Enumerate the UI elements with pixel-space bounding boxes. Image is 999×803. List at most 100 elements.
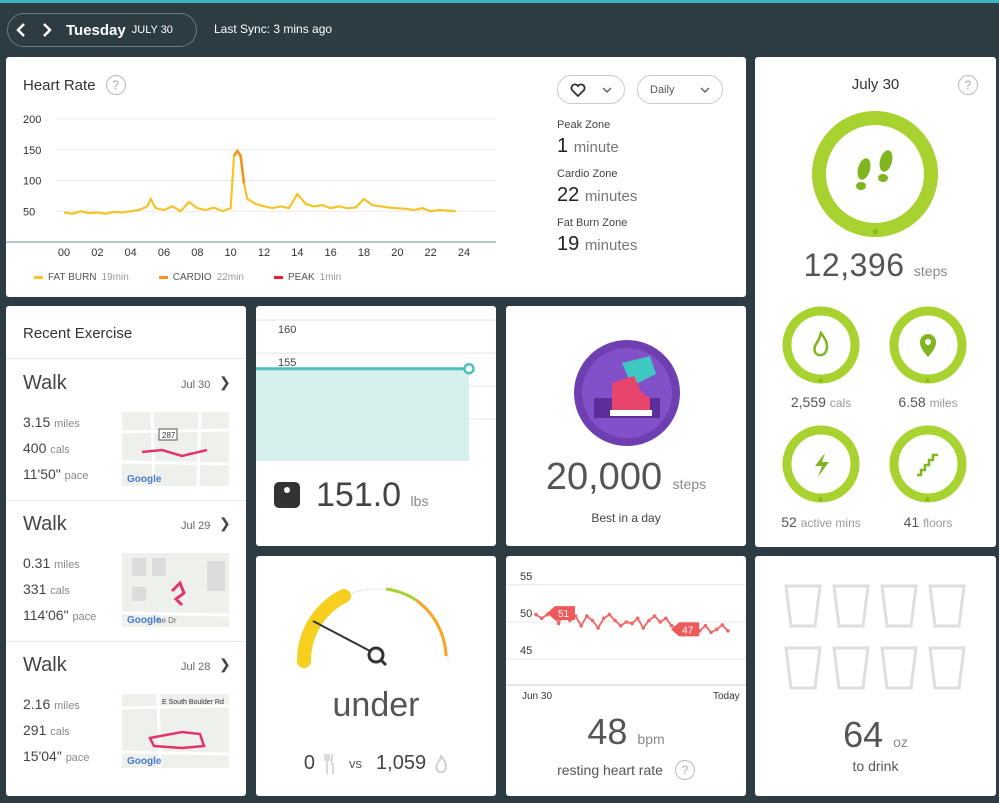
calories-burned: 1,059 xyxy=(376,752,427,774)
resting-heart-rate-tile[interactable]: 55 50 45 51 47 Jun 30 Today 48 bpm resting … xyxy=(506,556,746,796)
steps-progress-ring xyxy=(812,111,938,237)
data-point xyxy=(664,616,668,621)
data-point xyxy=(607,612,612,617)
calories-in-out-tile[interactable]: under 0 vs 1,059 xyxy=(256,556,496,796)
legend-peak: PEAK 1min xyxy=(273,272,341,283)
water-glass-icon xyxy=(928,584,966,628)
data-point xyxy=(641,626,646,630)
gauge-over-arc xyxy=(415,598,448,657)
stairs-icon xyxy=(917,453,938,477)
y-tick-label: 50 xyxy=(520,608,532,620)
steps-tile[interactable]: July 30 ? ★ ★ ★ ★ ★ 12,396 steps 2,559 c… xyxy=(755,57,996,547)
distance-value: 6.58 miles xyxy=(898,394,958,410)
data-point xyxy=(534,612,538,617)
calorie-gauge xyxy=(296,587,449,668)
flame-icon xyxy=(435,753,447,773)
gauge-under-arc xyxy=(296,589,351,668)
exercise-item[interactable]: Walk Jul 29 ❯ 0.31 miles 331 cals 114'06… xyxy=(6,501,246,642)
y-tick-label: 100 xyxy=(23,176,41,188)
goal-star-icon: ★ xyxy=(924,376,931,385)
data-point xyxy=(556,621,561,626)
gauge-needle xyxy=(312,620,371,652)
cardio-zone: Cardio Zone 22 minutes xyxy=(557,168,638,206)
calories-comparison: 0 vs 1,059 xyxy=(256,752,496,775)
route-map[interactable]: 287 Google xyxy=(122,412,229,486)
help-icon[interactable]: ? xyxy=(958,75,978,95)
data-point xyxy=(720,623,725,627)
y-tick-label: 155 xyxy=(278,357,296,369)
exercise-item[interactable]: Walk Jul 28 ❯ 2.16 miles 291 cals 15'04"… xyxy=(23,654,231,768)
weight-current-point xyxy=(463,362,475,375)
heart-rate-tile[interactable]: Heart Rate ? 200 150 100 50 00 02 04 06 08 10 12 1… xyxy=(6,57,746,297)
data-point xyxy=(635,616,640,621)
distance-ring xyxy=(889,306,967,384)
data-point xyxy=(669,623,674,628)
footprints-icon xyxy=(856,150,893,190)
water-glass-icon xyxy=(928,646,966,690)
water-glasses xyxy=(784,584,966,690)
chevron-right-icon[interactable]: ❯ xyxy=(219,374,231,390)
next-day-button[interactable] xyxy=(34,15,60,45)
heart-filter-dropdown[interactable] xyxy=(557,75,625,104)
svg-text:E South Boulder Rd: E South Boulder Rd xyxy=(162,699,224,706)
y-tick-label: 150 xyxy=(23,145,41,157)
heart-rate-series-line xyxy=(63,149,456,215)
x-tick-label: 12 xyxy=(258,247,270,259)
water-tile[interactable]: 64 oz to drink xyxy=(755,556,996,796)
chevron-right-icon xyxy=(43,23,52,37)
water-glass-icon xyxy=(784,646,822,690)
map-brand: Google xyxy=(127,756,162,767)
data-point xyxy=(579,623,583,628)
heart-rate-legend: FAT BURN 19min CARDIO 22min PEAK 1min xyxy=(34,272,341,283)
previous-day-button[interactable] xyxy=(8,15,34,45)
water-glass-icon xyxy=(880,584,918,628)
route-map[interactable]: E South Boulder Rd Google xyxy=(122,694,229,768)
data-point xyxy=(596,626,600,630)
x-tick-label: 20 xyxy=(391,247,403,259)
date-navigator: Tuesday JULY 30 xyxy=(7,13,197,47)
data-point xyxy=(709,630,713,635)
data-point xyxy=(703,623,708,628)
weight-tile[interactable]: 160155150145 151.0 lbs xyxy=(256,306,496,546)
map-brand: Google xyxy=(127,615,162,626)
data-point xyxy=(601,616,606,621)
active-minutes-ring xyxy=(782,425,860,503)
badge-tile[interactable]: 20,000 steps Best in a day xyxy=(506,306,746,546)
chevron-right-icon[interactable]: ❯ xyxy=(219,515,231,531)
gauge-zone-arc xyxy=(385,587,417,602)
marker-flag xyxy=(546,606,575,621)
flame-icon xyxy=(813,330,829,357)
chevron-right-icon[interactable]: ❯ xyxy=(219,656,231,672)
x-tick-label: 24 xyxy=(458,247,470,259)
y-tick-label: 55 xyxy=(520,571,532,583)
y-tick-label: 50 xyxy=(23,206,35,218)
x-tick-label: 18 xyxy=(358,247,370,259)
map-brand: Google xyxy=(127,474,162,485)
top-accent-bar xyxy=(0,0,999,3)
scale-icon xyxy=(274,482,300,508)
x-tick-label: 02 xyxy=(91,247,103,259)
exercise-item[interactable]: Walk Jul 30 ❯ 3.15 miles 400 cals 11'50"… xyxy=(6,360,246,501)
x-tick-label: 06 xyxy=(158,247,170,259)
last-sync-status: Last Sync: 3 mins ago xyxy=(214,22,333,36)
route-map[interactable]: ne Dr Google xyxy=(122,553,229,627)
period-value: Daily xyxy=(650,83,675,96)
fat-burn-zone: Fat Burn Zone 19 minutes xyxy=(557,217,638,255)
steps-rings: ★ ★ ★ ★ ★ xyxy=(782,111,967,504)
resting-heart-rate-value: 48 bpm xyxy=(587,711,665,752)
help-icon[interactable]: ? xyxy=(674,760,695,780)
active-minutes-value: 52 active mins xyxy=(781,514,861,530)
period-dropdown[interactable]: Daily xyxy=(637,75,723,104)
water-glass-icon xyxy=(832,584,870,628)
data-point xyxy=(613,618,617,623)
help-icon[interactable]: ? xyxy=(105,75,126,95)
recent-exercise-tile: Recent Exercise Walk Jul 30 ❯ 3.15 miles… xyxy=(6,306,246,796)
data-point xyxy=(624,620,629,624)
goal-star-icon: ★ xyxy=(924,495,931,504)
water-caption: to drink xyxy=(852,758,899,774)
badge-caption: Best in a day xyxy=(591,511,661,525)
floors-ring xyxy=(889,425,967,503)
water-glass-icon xyxy=(784,584,822,628)
steps-date: July 30 xyxy=(851,76,900,93)
weight-chart: 160155150145 xyxy=(256,319,496,461)
